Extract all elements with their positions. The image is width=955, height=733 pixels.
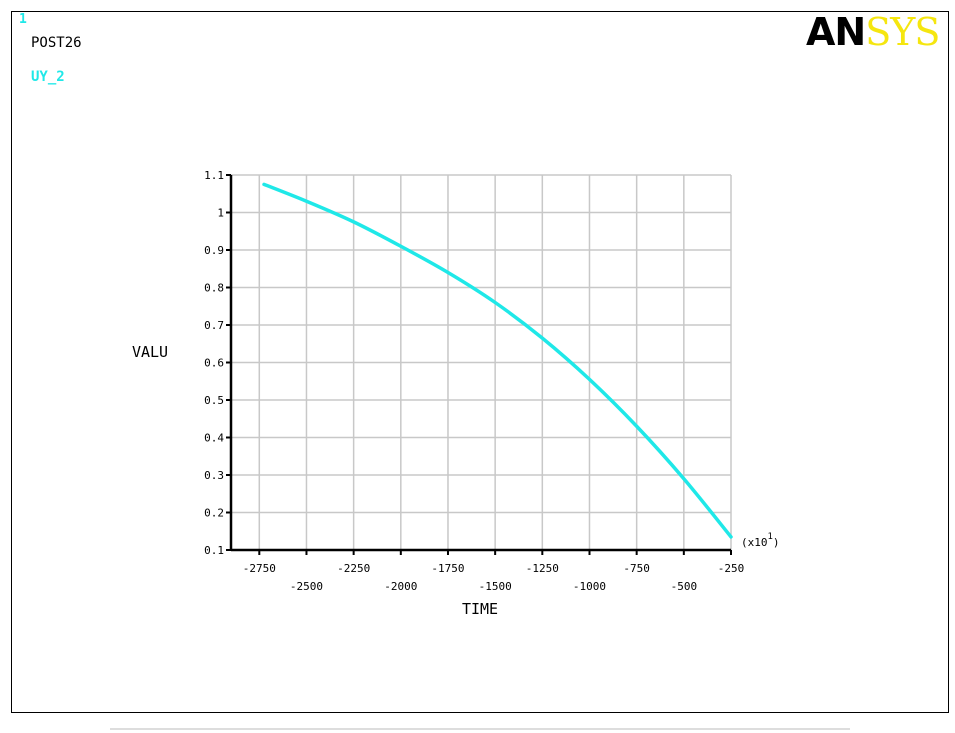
logo-an-text: AN	[806, 10, 866, 54]
x-tick-label-upper: -1250	[526, 562, 559, 575]
x-tick-labels: -2750 -2250 -1750 -1250 -750 -250 -2500 -2000 -1…	[243, 562, 745, 593]
x-multiplier-close: )	[773, 536, 780, 549]
y-tick-label: 0.4	[204, 432, 224, 445]
y-axis-label: VALU	[132, 343, 168, 361]
x-tick-label-lower: -2000	[384, 580, 417, 593]
module-label: POST26	[31, 35, 82, 51]
axes	[226, 174, 732, 555]
ansys-logo: ANSYS	[806, 10, 940, 54]
x-multiplier-base: (x10	[741, 536, 768, 549]
series-legend-label: UY_2	[31, 69, 65, 85]
x-multiplier-exponent: 1	[768, 532, 773, 542]
y-tick-label: 0.6	[204, 357, 224, 370]
x-tick-label-upper: -250	[718, 562, 745, 575]
y-tick-label: 0.5	[204, 394, 224, 407]
x-tick-label-lower: -1500	[479, 580, 512, 593]
y-tick-label: 0.2	[204, 507, 224, 520]
y-tick-labels: 0.1 0.2 0.3 0.4 0.5 0.6 0.7 0.8 0.9 1 1.1	[204, 169, 224, 557]
y-tick-label: 1	[217, 207, 224, 220]
series-layer	[262, 182, 733, 539]
x-multiplier-label: (x101)	[741, 532, 780, 549]
x-tick-label-lower: -1000	[573, 580, 606, 593]
x-tick-label-upper: -2750	[243, 562, 276, 575]
x-tick-label-upper: -2250	[337, 562, 370, 575]
y-tick-label: 0.8	[204, 282, 224, 295]
bottom-divider	[110, 728, 850, 730]
x-tick-label-lower: -2500	[290, 580, 323, 593]
logo-sys-text: SYS	[865, 10, 940, 54]
x-tick-label-lower: -500	[671, 580, 698, 593]
x-tick-label-upper: -1750	[431, 562, 464, 575]
y-tick-label: 0.7	[204, 319, 224, 332]
y-tick-label: 0.9	[204, 244, 224, 257]
series-line-uy_2	[262, 182, 733, 539]
y-tick-label: 0.1	[204, 544, 224, 557]
window-number: 1	[19, 12, 27, 27]
y-tick-label: 0.3	[204, 469, 224, 482]
x-axis-label: TIME	[462, 600, 498, 618]
x-tick-label-upper: -750	[623, 562, 650, 575]
y-tick-label: 1.1	[204, 169, 224, 182]
grid-lines	[231, 174, 732, 550]
